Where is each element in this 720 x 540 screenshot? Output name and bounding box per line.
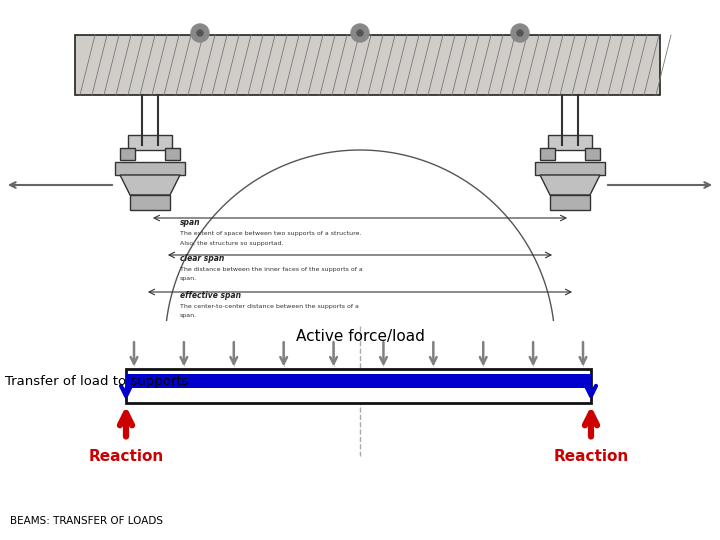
Text: Reaction: Reaction [89,449,163,464]
Bar [120,148,135,160]
Text: The center-to-center distance between the supports of a: The center-to-center distance between th… [180,304,359,309]
Circle shape [511,24,529,42]
Bar [165,148,180,160]
Text: span: span [180,218,200,227]
Text: Active force/load: Active force/load [296,329,424,345]
Text: The extent of space between two supports of a structure.: The extent of space between two supports… [180,231,361,236]
Bar [115,162,185,175]
Text: span.: span. [180,276,197,281]
Bar [550,195,590,210]
Circle shape [191,24,209,42]
Text: Transfer of load to supports: Transfer of load to supports [5,375,189,388]
Bar [75,35,660,95]
Bar [360,374,591,388]
Circle shape [517,30,523,36]
Bar [126,374,360,388]
Bar [126,369,591,403]
Text: span.: span. [180,313,197,318]
Text: effective span: effective span [180,291,241,300]
Bar [130,195,170,210]
Circle shape [197,30,203,36]
Text: clear span: clear span [180,254,224,263]
Bar [128,135,172,150]
Text: Also, the structure so supportad.: Also, the structure so supportad. [180,241,284,246]
Circle shape [351,24,369,42]
Circle shape [357,30,363,36]
Bar [535,162,605,175]
Text: BEAMS: TRANSFER OF LOADS: BEAMS: TRANSFER OF LOADS [10,516,163,526]
Bar [548,135,592,150]
Polygon shape [120,175,180,195]
Bar [585,148,600,160]
Bar [540,148,555,160]
Text: The distance between the inner faces of the supports of a: The distance between the inner faces of … [180,267,363,272]
Text: Reaction: Reaction [554,449,629,464]
Polygon shape [540,175,600,195]
